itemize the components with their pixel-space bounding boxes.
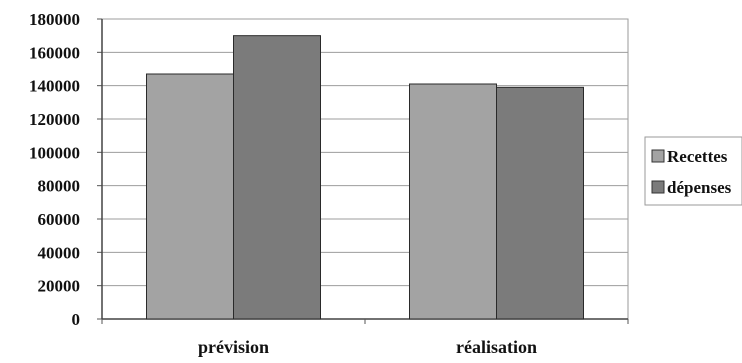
y-tick-label: 160000: [29, 43, 80, 62]
y-tick-label: 60000: [38, 210, 81, 229]
x-category-label: prévision: [198, 337, 269, 357]
legend-box: [644, 136, 742, 206]
bar-depenses-prevision: [233, 35, 321, 320]
bar-recettes-prevision: [146, 73, 234, 320]
y-tick-label: 100000: [29, 143, 80, 162]
legend-label: Recettes: [667, 147, 728, 166]
y-tick-label: 0: [72, 310, 81, 329]
y-tick-label: 80000: [38, 177, 81, 196]
legend: Recettes dépenses: [644, 136, 742, 206]
bar-depenses-realisation: [496, 86, 584, 320]
y-tick-label: 120000: [29, 110, 80, 129]
legend-swatch: [651, 180, 665, 194]
y-tick-label: 20000: [38, 277, 81, 296]
bar-recettes-realisation: [409, 83, 497, 320]
y-tick-label: 40000: [38, 243, 81, 262]
legend-label: dépenses: [667, 178, 732, 197]
x-category-label: réalisation: [456, 337, 537, 357]
y-tick-label: 180000: [29, 10, 80, 29]
legend-swatch: [651, 149, 665, 163]
y-tick-label: 140000: [29, 77, 80, 96]
